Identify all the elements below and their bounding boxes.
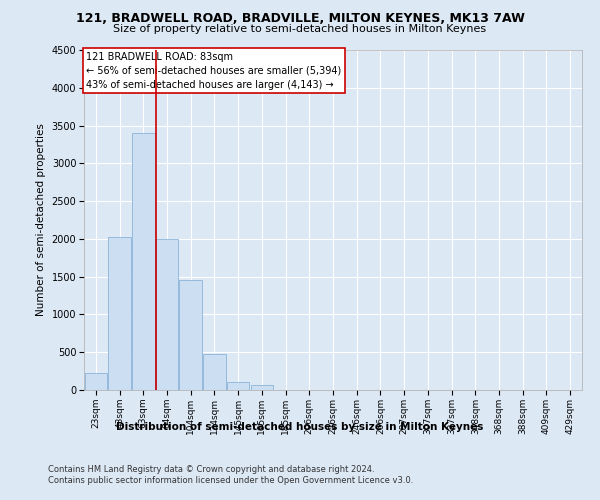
Bar bbox=[203, 354, 226, 390]
Bar bbox=[156, 239, 178, 390]
Bar bbox=[109, 236, 131, 390]
Bar bbox=[179, 280, 202, 390]
Bar bbox=[251, 386, 273, 390]
Y-axis label: Number of semi-detached properties: Number of semi-detached properties bbox=[36, 124, 46, 316]
Text: 121, BRADWELL ROAD, BRADVILLE, MILTON KEYNES, MK13 7AW: 121, BRADWELL ROAD, BRADVILLE, MILTON KE… bbox=[76, 12, 524, 26]
Text: 121 BRADWELL ROAD: 83sqm
← 56% of semi-detached houses are smaller (5,394)
43% o: 121 BRADWELL ROAD: 83sqm ← 56% of semi-d… bbox=[86, 52, 342, 90]
Bar bbox=[132, 133, 155, 390]
Text: Size of property relative to semi-detached houses in Milton Keynes: Size of property relative to semi-detach… bbox=[113, 24, 487, 34]
Text: Contains public sector information licensed under the Open Government Licence v3: Contains public sector information licen… bbox=[48, 476, 413, 485]
Bar bbox=[227, 382, 250, 390]
Text: Contains HM Land Registry data © Crown copyright and database right 2024.: Contains HM Land Registry data © Crown c… bbox=[48, 465, 374, 474]
Bar bbox=[85, 372, 107, 390]
Text: Distribution of semi-detached houses by size in Milton Keynes: Distribution of semi-detached houses by … bbox=[116, 422, 484, 432]
